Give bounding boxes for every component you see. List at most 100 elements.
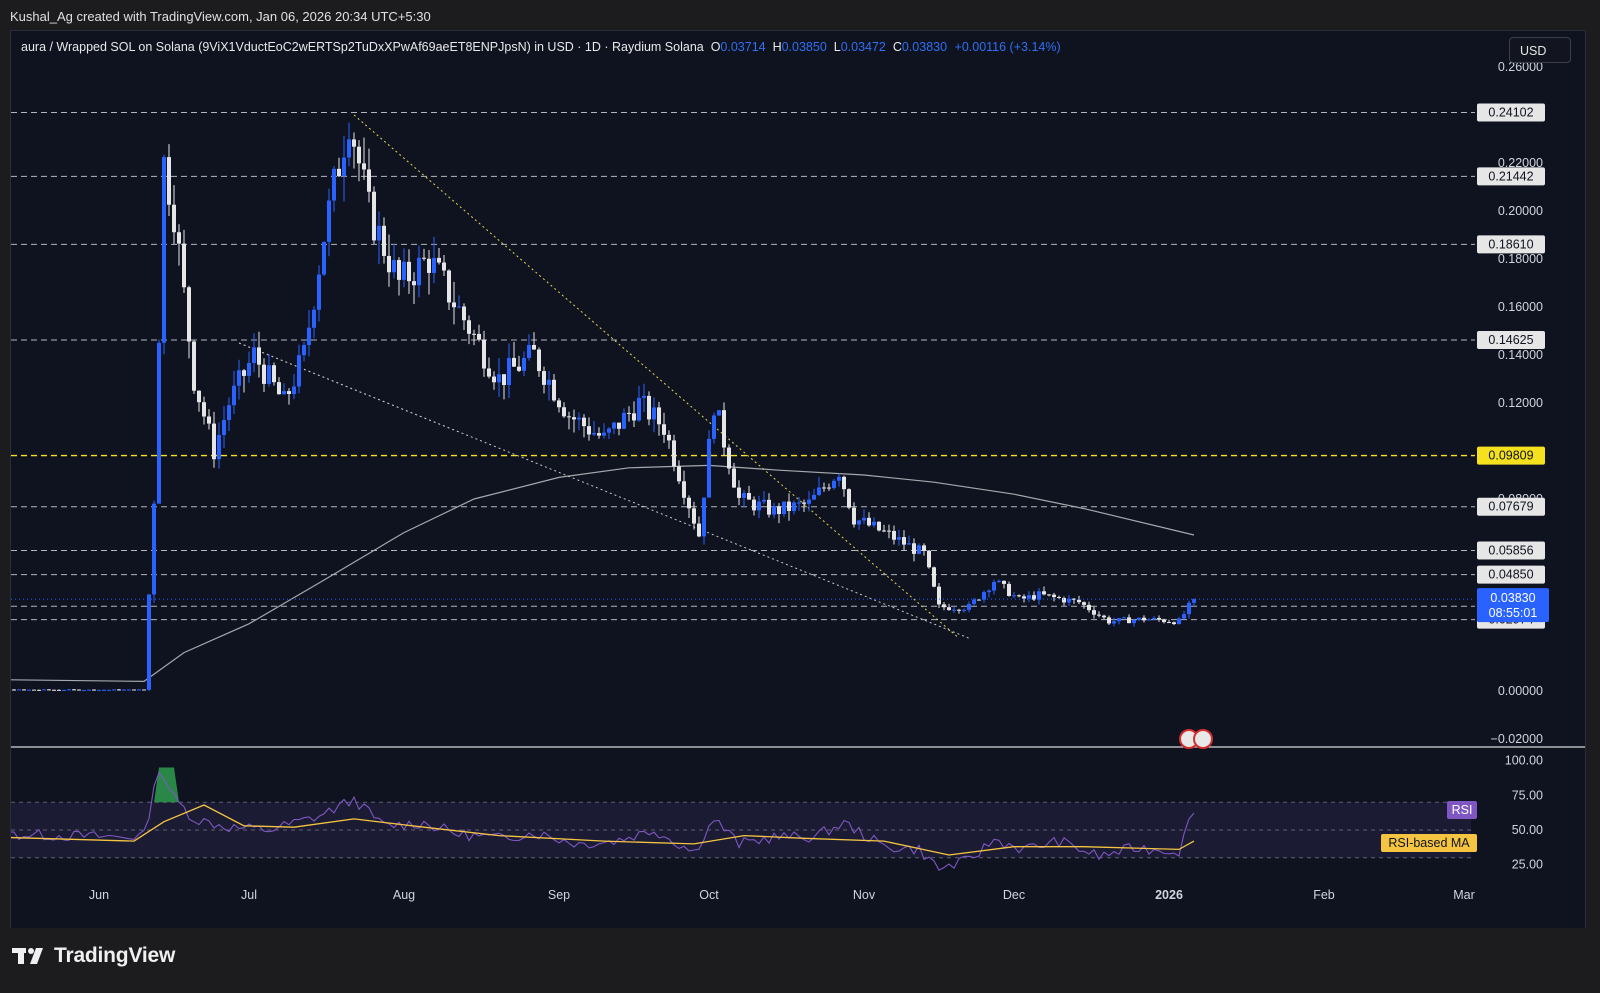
candle-body [1152, 617, 1156, 620]
price-level-box [1477, 541, 1545, 560]
candle-body [492, 376, 496, 383]
candle-body [1037, 591, 1041, 600]
currency-button[interactable]: USD [1509, 37, 1571, 63]
moving-average-line [11, 464, 1195, 683]
candle-body [217, 435, 221, 460]
candle-body [582, 417, 586, 427]
candle-body [687, 497, 691, 509]
time-axis-tick: Mar [1453, 888, 1475, 902]
price-axis-tick: 0.16000 [1498, 300, 1543, 314]
candle-body [802, 502, 806, 504]
price-axis-tick: 0.14000 [1498, 348, 1543, 362]
candle-body [1022, 596, 1026, 599]
symbol-legend: aura / Wrapped SOL on Solana (9ViX1Vduct… [21, 40, 1061, 54]
candle-body [267, 365, 271, 384]
candle-body [607, 428, 611, 433]
candle-body [632, 413, 636, 421]
candle-body [747, 493, 751, 500]
candle-body [207, 416, 211, 424]
time-axis-tick: Jun [89, 888, 109, 902]
candle-body [447, 270, 451, 303]
time-axis-tick: Feb [1313, 888, 1335, 902]
candle-body [1162, 619, 1166, 623]
rsi-axis-tick: 75.00 [1512, 788, 1543, 802]
candle-body [822, 487, 826, 489]
candle-body [587, 426, 591, 435]
candle-body [432, 257, 436, 273]
candle-body [897, 537, 901, 540]
candle-body [892, 530, 896, 540]
candle-body [397, 260, 401, 280]
candle-body [102, 689, 106, 691]
tradingview-brand: TradingView [54, 944, 176, 967]
candle-body [487, 368, 491, 377]
candle-body [1192, 599, 1196, 603]
candle-body [912, 543, 916, 554]
price-axis-tick: 0.00000 [1498, 684, 1543, 698]
candle-body [502, 374, 506, 386]
candle-body [947, 607, 951, 611]
candle-body [952, 609, 956, 611]
candle-body [812, 494, 816, 500]
candle-body [647, 395, 651, 420]
last-price-value: 0.03830 [1490, 591, 1535, 605]
candle-body [777, 506, 781, 515]
candle-body [997, 580, 1001, 583]
candle-body [87, 689, 91, 691]
candle-body [752, 499, 756, 511]
candle-body [337, 168, 341, 177]
high-value: 0.03850 [781, 40, 827, 54]
candle-body [872, 521, 876, 526]
candle-body [1002, 580, 1006, 584]
candle-body [72, 689, 76, 691]
candle-body [452, 302, 456, 308]
candle-body [967, 603, 971, 610]
candle-body [382, 225, 386, 256]
rsi-label-box [1447, 801, 1477, 819]
time-axis-tick: Sep [548, 888, 570, 902]
top-bar: Kushal_Ag created with TradingView.com, … [0, 0, 1600, 32]
price-level-box [1477, 235, 1545, 254]
candle-body [627, 412, 631, 414]
candle-body [862, 517, 866, 521]
candle-body [482, 339, 486, 369]
candle-body [922, 545, 926, 551]
price-chart-svg[interactable]: 0.26000 0.22000 0.20000 0.18000 0.16000 0.140… [11, 31, 1585, 929]
candle-body [12, 689, 16, 691]
candle-body [717, 410, 721, 416]
open-label: O [710, 40, 721, 54]
candle-body [712, 415, 716, 439]
candle-body [357, 146, 361, 164]
candle-body [772, 506, 776, 515]
price-change: +0.00116 (+3.14%) [954, 40, 1061, 54]
candle-body [877, 521, 881, 531]
candle-body [882, 530, 886, 532]
candle-body [577, 417, 581, 420]
candle-body [827, 487, 831, 489]
candle-body [702, 497, 706, 537]
candle-body [707, 438, 711, 498]
candle-body [762, 499, 766, 502]
candle-body [1187, 602, 1191, 615]
candle-body [17, 689, 21, 691]
rsi-line [11, 771, 1195, 871]
candle-body [667, 434, 671, 441]
candle-body [692, 508, 696, 524]
candle-body [832, 480, 836, 489]
candle-body [227, 405, 231, 421]
candle-body [697, 523, 701, 537]
candle-body [557, 400, 561, 408]
chart-frame[interactable]: 0.26000 0.22000 0.20000 0.18000 0.16000 0.140… [10, 30, 1586, 930]
candle-body [117, 689, 121, 691]
candle-body [732, 468, 736, 488]
candle-body [592, 433, 596, 435]
candle-body [512, 357, 516, 367]
candle-body [1132, 619, 1136, 624]
candle-body [1102, 615, 1106, 618]
candle-body [1057, 597, 1061, 599]
candle-body [972, 599, 976, 604]
candle-body [552, 379, 556, 401]
candle-body [727, 447, 731, 469]
candle-body [852, 507, 856, 525]
candle-body [817, 487, 821, 495]
